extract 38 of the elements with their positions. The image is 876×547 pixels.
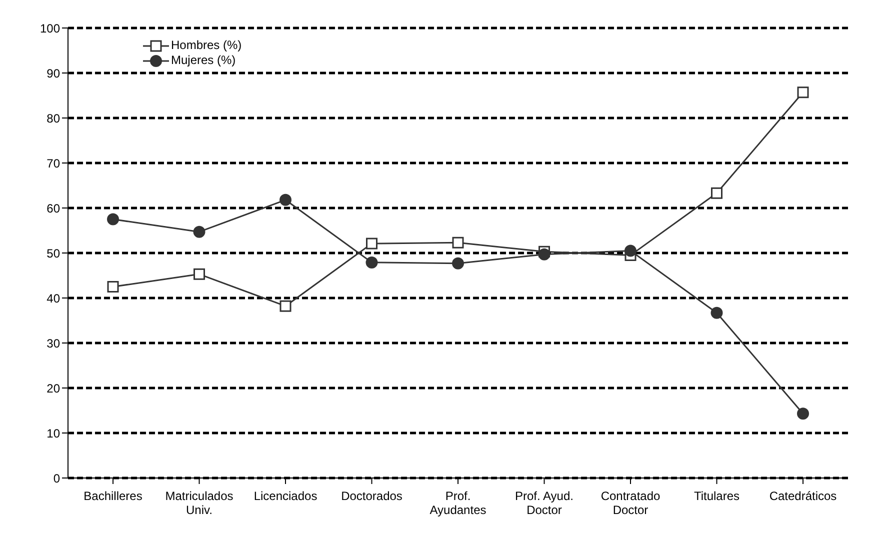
point	[193, 226, 206, 238]
point	[194, 268, 205, 280]
y-tick-label: 30	[46, 336, 60, 350]
point	[366, 238, 378, 250]
x-tick-label: Catedráticos	[769, 489, 837, 503]
point	[107, 213, 119, 226]
y-tick-label: 40	[46, 291, 60, 306]
y-tick-label: 90	[46, 66, 60, 80]
point	[624, 244, 636, 257]
point	[452, 257, 464, 270]
legend-label: Mujeres (%)	[171, 53, 236, 68]
y-tick-label: 100	[40, 21, 60, 36]
x-tick-label: Doctorados	[341, 489, 402, 503]
point	[710, 306, 723, 319]
point	[711, 187, 722, 199]
x-tick-label: Titulares	[694, 489, 740, 503]
y-tick-label: 50	[46, 246, 60, 260]
x-tick-label: Prof. Ayud. Doctor	[515, 489, 574, 517]
y-tick-label: 10	[46, 426, 60, 440]
point	[797, 86, 809, 98]
y-tick-label: 20	[46, 381, 60, 396]
x-tick-label: Prof. Ayudantes	[430, 489, 486, 517]
x-tick-label: Bachilleres	[84, 489, 142, 503]
point	[280, 194, 292, 206]
y-tick-label: 0	[53, 471, 60, 486]
point	[280, 300, 292, 312]
legend-label: Hombres (%)	[171, 38, 242, 53]
point	[538, 248, 550, 260]
point	[452, 236, 464, 248]
y-tick-label: 70	[46, 156, 60, 170]
point	[366, 256, 378, 268]
x-tick-label: Contratado Doctor	[600, 489, 661, 517]
x-tick-label: Licenciados	[254, 489, 318, 503]
y-tick-label: 60	[46, 201, 60, 216]
x-tick-label: Matriculados Univ.	[165, 489, 234, 517]
point	[107, 281, 119, 292]
y-tick-label: 80	[46, 111, 60, 126]
point	[797, 408, 809, 420]
